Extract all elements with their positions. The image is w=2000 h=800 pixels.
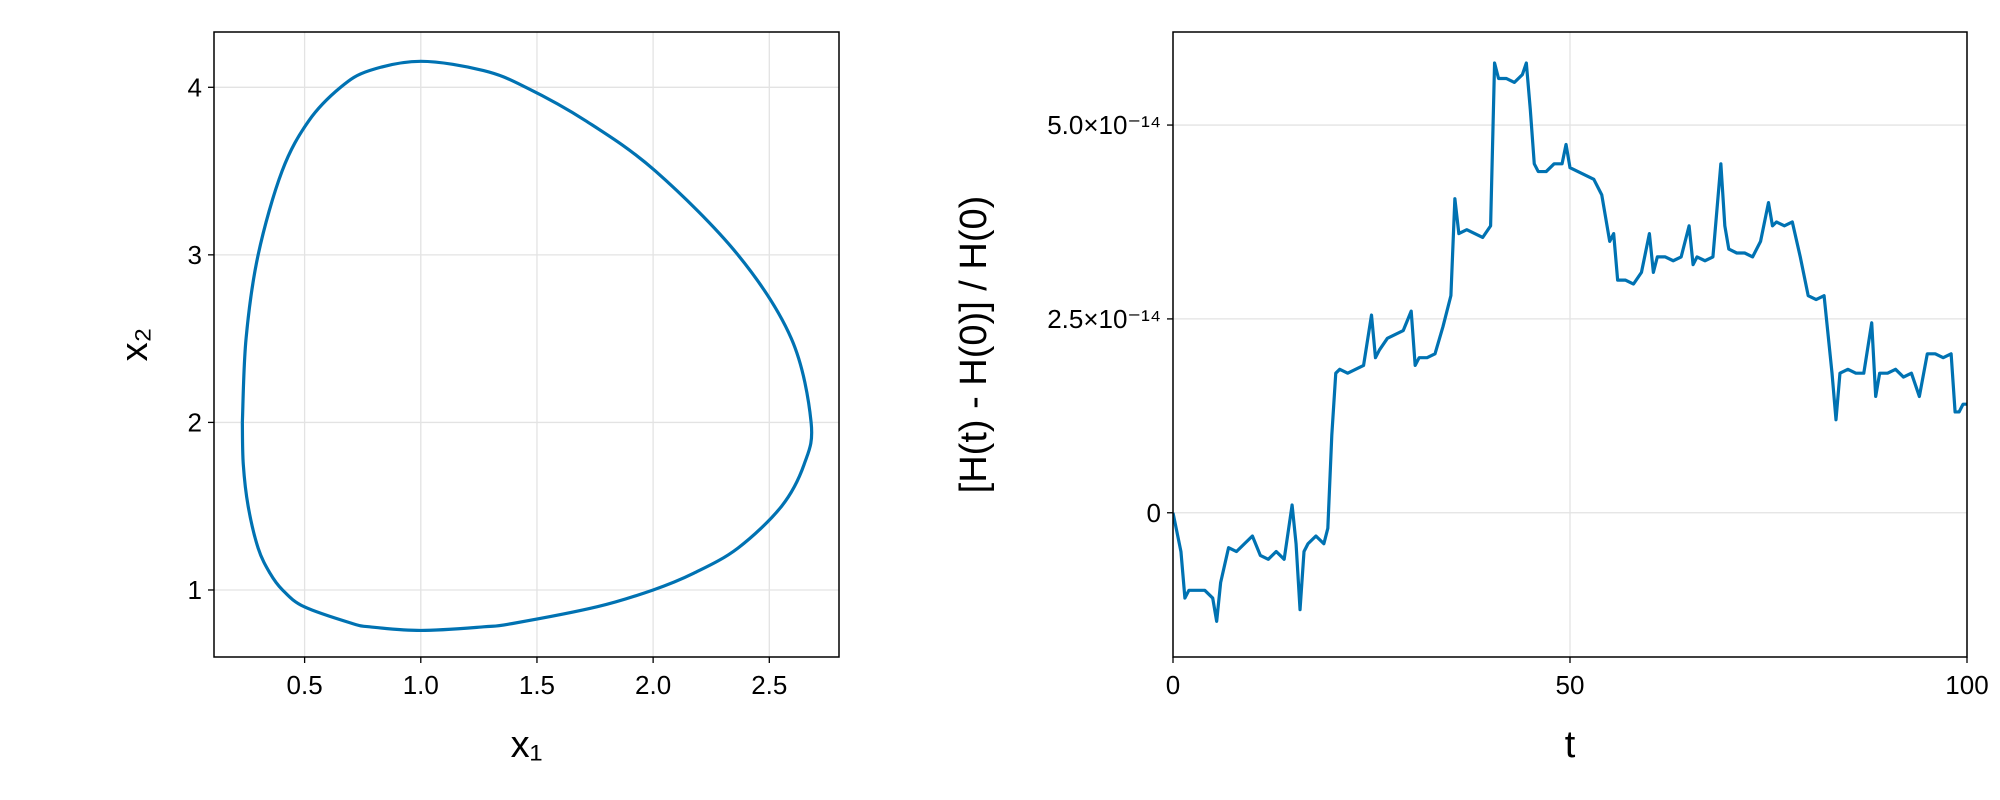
y-axis-label: [H(t) - H(0)] / H(0)	[953, 196, 995, 494]
y-tick-label: 3	[188, 240, 202, 270]
plot-frame	[213, 31, 840, 658]
plot-frame	[1172, 31, 1968, 658]
y-tick-label: 0	[1147, 498, 1161, 528]
x-axis-label: x₁	[511, 724, 543, 766]
x-tick-label: 2.5	[751, 670, 787, 700]
curve	[240, 59, 814, 633]
x-tick-label: 100	[1945, 670, 1988, 700]
x-tick-label: 0.5	[287, 670, 323, 700]
x-axis-label: t	[1565, 724, 1576, 766]
y-tick-label: 4	[188, 72, 202, 102]
y-tick-label: 2	[188, 407, 202, 437]
x-tick-label: 0	[1166, 670, 1180, 700]
y-tick-label: 2.5×10⁻¹⁴	[1047, 304, 1161, 334]
line	[1173, 61, 1967, 623]
x-tick-label: 50	[1556, 670, 1585, 700]
y-tick-label: 5.0×10⁻¹⁴	[1047, 110, 1161, 140]
y-axis-label: x₂	[114, 328, 156, 362]
y-tick-label: 1	[188, 575, 202, 605]
x-tick-label: 1.5	[519, 670, 555, 700]
x-tick-label: 2.0	[635, 670, 671, 700]
x-tick-label: 1.0	[403, 670, 439, 700]
